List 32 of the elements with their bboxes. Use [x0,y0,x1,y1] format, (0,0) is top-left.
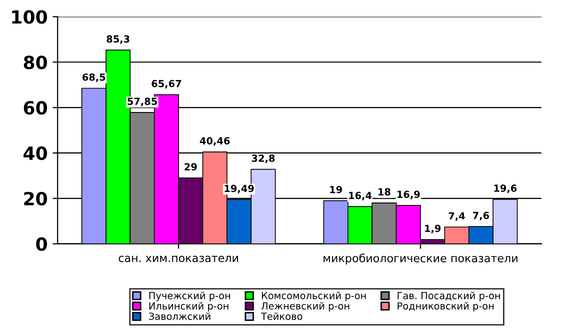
y-tick-label: 20 [24,192,48,206]
legend-label: Ильинский р-он [149,302,228,312]
data-label: 16,4 [349,192,372,200]
data-label: 16,9 [397,190,420,200]
legend-label: Комсомольский р-он [262,292,366,302]
x-tick-label: микробиологические показатели [324,254,518,264]
y-tick-label: 60 [24,101,48,115]
data-label: 40,46 [200,137,230,146]
data-label: 7,4 [448,212,465,221]
data-label: 18 [378,188,390,196]
legend-label: Гав. Посадский р-он [398,292,500,302]
x-tick-label: сан. хим.показатели [118,256,238,262]
legend-label: Лежневский р-он [261,302,350,312]
legend-label: Тейково [260,312,302,320]
data-label: 19,6 [494,184,517,194]
data-label: 57,85 [128,98,157,106]
legend-label: Пучежский р-он [149,292,230,302]
data-label: 65,67 [152,80,182,88]
data-label: 7,6 [473,212,490,220]
data-label: 32,8 [252,154,275,164]
legend-label: Родниковский р-он [398,302,494,312]
y-tick-label: 100 [12,10,48,24]
data-label: 19,49 [224,184,254,194]
legend-label: Заволжский [149,312,210,320]
data-label: 19 [330,186,342,194]
y-tick-label: 0 [36,237,48,251]
data-label: 29 [184,163,197,171]
data-label: 1,9 [425,224,441,234]
y-tick-label: 40 [24,146,48,160]
data-label: 68,5 [82,73,106,82]
y-tick-label: 80 [24,56,48,70]
data-label: 85,3 [106,35,130,44]
